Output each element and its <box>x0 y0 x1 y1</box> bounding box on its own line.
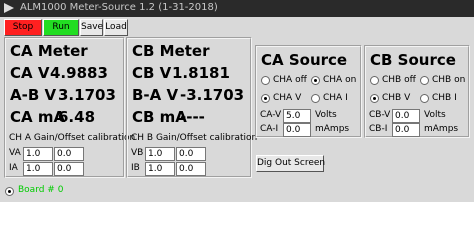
reading-label: CB V <box>132 64 172 82</box>
radio-label: CHB on <box>432 75 466 85</box>
offset-entry[interactable]: 0.0 <box>54 162 84 176</box>
radio-button[interactable] <box>420 94 429 103</box>
field-unit: mAmps <box>315 124 350 134</box>
radio-label: CHB off <box>382 75 416 85</box>
cb-meter-panel: CB Meter CB V 1.8181 B-A V -3.1703 CB mA ---- C… <box>126 37 257 178</box>
title-bar: ALM1000 Meter-Source 1.2 (1-31-2018) <box>0 0 474 17</box>
field-label: CA-V <box>260 110 282 120</box>
radio-button[interactable] <box>370 76 379 85</box>
radio-label: CHA on <box>323 75 357 85</box>
source-title: CA Source <box>261 51 348 69</box>
radio-button[interactable] <box>261 94 270 103</box>
cb-source-panel: CB Source CHB off CHB on CHB V CHB I CB-V 0.0 V… <box>364 45 470 138</box>
save-button[interactable]: Save <box>80 19 103 36</box>
radio-label: CHB V <box>382 93 411 103</box>
app-window: ALM1000 Meter-Source 1.2 (1-31-2018) Sto… <box>0 0 474 202</box>
field-entry[interactable]: 5.0 <box>283 109 311 123</box>
radio-button[interactable] <box>311 76 320 85</box>
reading-label: CA mA <box>10 108 66 126</box>
window-title: ALM1000 Meter-Source 1.2 (1-31-2018) <box>20 2 218 13</box>
reading-label: CA V <box>10 64 50 82</box>
stop-button[interactable]: Stop <box>4 19 42 36</box>
radio-button[interactable] <box>420 76 429 85</box>
calibration-label: VB <box>131 148 144 158</box>
offset-entry[interactable]: 0.0 <box>176 147 206 161</box>
radio-dot <box>8 190 11 193</box>
board-label: Board # 0 <box>18 185 64 195</box>
radio-button[interactable] <box>311 94 320 103</box>
radio-dot <box>373 97 376 100</box>
radio-label: CHA I <box>323 93 348 103</box>
field-label: CB-I <box>369 124 388 134</box>
field-label: CA-I <box>260 124 279 134</box>
field-entry[interactable]: 0.0 <box>392 109 420 123</box>
field-unit: Volts <box>315 110 337 120</box>
reading-label: CB mA <box>132 108 187 126</box>
radio-button[interactable] <box>261 76 270 85</box>
offset-entry[interactable]: 0.0 <box>54 147 84 161</box>
reading-value: 6.48 <box>58 108 96 126</box>
board-radio[interactable] <box>5 187 14 196</box>
offset-entry[interactable]: 0.0 <box>176 162 206 176</box>
app-icon <box>4 3 14 13</box>
field-label: CB-V <box>369 110 391 120</box>
field-entry[interactable]: 0.0 <box>283 123 311 137</box>
gain-entry[interactable]: 1.0 <box>23 147 53 161</box>
calibration-label: IB <box>131 163 140 173</box>
reading-label: A-B V <box>10 86 57 104</box>
source-title: CB Source <box>370 51 456 69</box>
radio-label: CHB I <box>432 93 457 103</box>
calibration-title: CH B Gain/Offset calibration <box>131 133 258 143</box>
run-button[interactable]: Run <box>43 19 79 36</box>
ca-source-panel: CA Source CHA off CHA on CHA V CHA I CA-V 5.0 V… <box>255 45 362 138</box>
calibration-label: IA <box>9 163 18 173</box>
gain-entry[interactable]: 1.0 <box>23 162 53 176</box>
reading-value: 1.8181 <box>172 64 230 82</box>
gain-entry[interactable]: 1.0 <box>145 162 175 176</box>
reading-value: -3.1703 <box>180 86 245 104</box>
reading-value: ---- <box>180 108 205 126</box>
load-button[interactable]: Load <box>104 19 128 36</box>
radio-dot <box>264 97 267 100</box>
reading-value: 4.9883 <box>50 64 108 82</box>
reading-label: B-A V <box>132 86 179 104</box>
radio-label: CHA off <box>273 75 307 85</box>
field-entry[interactable]: 0.0 <box>392 123 420 137</box>
field-unit: mAmps <box>424 124 459 134</box>
meter-title: CB Meter <box>132 42 210 60</box>
calibration-label: VA <box>9 148 21 158</box>
radio-dot <box>314 79 317 82</box>
gain-entry[interactable]: 1.0 <box>145 147 175 161</box>
radio-label: CHA V <box>273 93 302 103</box>
field-unit: Volts <box>424 110 446 120</box>
calibration-title: CH A Gain/Offset calibration <box>9 133 136 143</box>
dig-out-button[interactable]: Dig Out Screen <box>256 155 325 172</box>
radio-button[interactable] <box>370 94 379 103</box>
reading-value: 3.1703 <box>58 86 116 104</box>
meter-title: CA Meter <box>10 42 88 60</box>
ca-meter-panel: CA Meter CA V 4.9883 A-B V 3.1703 CA mA 6.48 CH… <box>4 37 135 178</box>
